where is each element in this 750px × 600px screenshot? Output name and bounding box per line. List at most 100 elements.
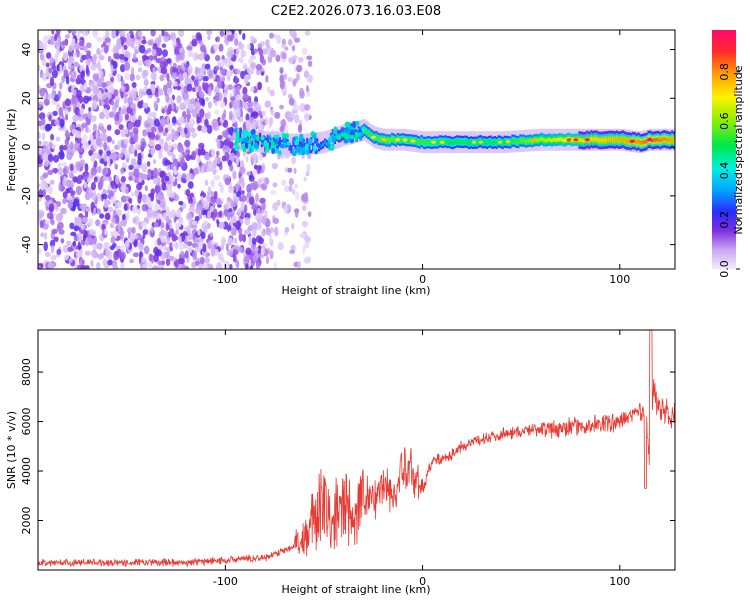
signal-peak bbox=[566, 138, 572, 142]
signal-band-cell bbox=[641, 140, 644, 145]
noise-blob bbox=[162, 212, 167, 218]
noise-blob bbox=[146, 161, 151, 167]
noise-blob bbox=[234, 109, 241, 117]
colorbar-tick-label: 0.0 bbox=[718, 260, 731, 278]
noise-blob bbox=[234, 183, 240, 191]
noise-blob bbox=[303, 257, 310, 264]
noise-blob bbox=[270, 189, 277, 196]
noise-blob bbox=[88, 140, 92, 146]
noise-blob bbox=[62, 244, 70, 253]
noise-blob bbox=[205, 167, 210, 173]
signal-band-cell bbox=[420, 139, 423, 143]
noise-blob bbox=[88, 218, 94, 227]
noise-blob bbox=[123, 203, 128, 211]
signal-band-cell bbox=[393, 137, 396, 142]
noise-blob bbox=[67, 246, 73, 253]
signal-band-cell bbox=[562, 138, 565, 143]
noise-blob bbox=[165, 258, 171, 267]
noise-blob bbox=[62, 40, 68, 46]
signal-blob bbox=[239, 137, 243, 143]
noise-blob bbox=[191, 150, 197, 161]
noise-blob bbox=[234, 76, 239, 85]
signal-band-cell bbox=[598, 138, 601, 143]
noise-blob bbox=[269, 32, 274, 39]
noise-blob bbox=[39, 220, 44, 229]
signal-blob bbox=[304, 143, 309, 150]
noise-blob bbox=[136, 183, 143, 191]
signal-band-cell bbox=[538, 137, 542, 142]
noise-blob bbox=[249, 86, 255, 93]
noise-blob bbox=[99, 213, 105, 219]
noise-blob bbox=[131, 191, 135, 197]
noise-blob bbox=[50, 219, 55, 225]
noise-blob bbox=[233, 38, 239, 46]
signal-blob bbox=[264, 147, 268, 154]
noise-blob bbox=[195, 206, 201, 215]
noise-blob bbox=[227, 185, 235, 194]
noise-blob bbox=[225, 137, 231, 147]
noise-blob bbox=[268, 234, 273, 244]
noise-blob bbox=[202, 199, 207, 206]
noise-blob bbox=[61, 75, 65, 84]
noise-blob bbox=[210, 148, 216, 158]
noise-blob bbox=[228, 237, 233, 245]
noise-blob bbox=[171, 235, 179, 241]
noise-blob bbox=[279, 81, 285, 90]
noise-blob bbox=[105, 110, 110, 118]
noise-blob bbox=[71, 38, 76, 46]
noise-blob bbox=[217, 135, 223, 140]
noise-blob bbox=[239, 116, 244, 122]
noise-blob bbox=[171, 67, 177, 73]
noise-blob bbox=[227, 84, 233, 91]
noise-blob bbox=[171, 116, 177, 124]
noise-blob bbox=[293, 167, 297, 174]
noise-blob bbox=[50, 245, 55, 254]
noise-blob bbox=[136, 242, 143, 248]
signal-blob bbox=[306, 149, 310, 155]
noise-blob bbox=[174, 241, 179, 250]
noise-blob bbox=[80, 264, 86, 269]
noise-blob bbox=[116, 200, 123, 209]
noise-blob bbox=[38, 183, 41, 188]
noise-blob bbox=[220, 68, 226, 76]
noise-blob bbox=[204, 152, 211, 161]
noise-blob bbox=[40, 181, 45, 191]
noise-blob bbox=[107, 158, 111, 167]
noise-blob bbox=[261, 201, 266, 211]
signal-peak bbox=[584, 138, 590, 142]
noise-blob bbox=[144, 185, 148, 192]
noise-blob bbox=[225, 200, 231, 210]
noise-blob bbox=[287, 77, 293, 82]
noise-blob bbox=[153, 118, 160, 127]
signal-band-cell bbox=[485, 141, 488, 145]
signal-blob bbox=[283, 133, 289, 139]
noise-blob bbox=[148, 131, 156, 141]
noise-blob bbox=[141, 221, 148, 227]
noise-blob bbox=[304, 235, 311, 243]
noise-blob bbox=[243, 75, 248, 84]
noise-blob bbox=[54, 53, 59, 63]
noise-blob bbox=[273, 217, 279, 224]
noise-blob bbox=[227, 225, 230, 233]
signal-blob bbox=[343, 139, 349, 144]
signal-blob bbox=[295, 138, 299, 146]
noise-blob bbox=[265, 39, 270, 47]
noise-blob bbox=[185, 188, 191, 197]
noise-blob bbox=[236, 156, 240, 166]
signal-band-cell bbox=[619, 137, 622, 142]
signal-band-cell bbox=[483, 140, 486, 144]
noise-blob bbox=[68, 55, 75, 64]
noise-blob bbox=[279, 125, 285, 133]
noise-blob bbox=[306, 55, 313, 61]
noise-blob bbox=[48, 141, 53, 149]
noise-blob bbox=[101, 193, 108, 200]
noise-blob bbox=[154, 185, 161, 195]
noise-blob bbox=[161, 177, 165, 184]
noise-blob bbox=[117, 141, 122, 150]
noise-blob bbox=[51, 89, 56, 98]
y-tick-label: 8000 bbox=[20, 358, 33, 386]
noise-blob bbox=[123, 96, 128, 104]
noise-blob bbox=[85, 209, 89, 219]
noise-blob bbox=[63, 167, 67, 175]
